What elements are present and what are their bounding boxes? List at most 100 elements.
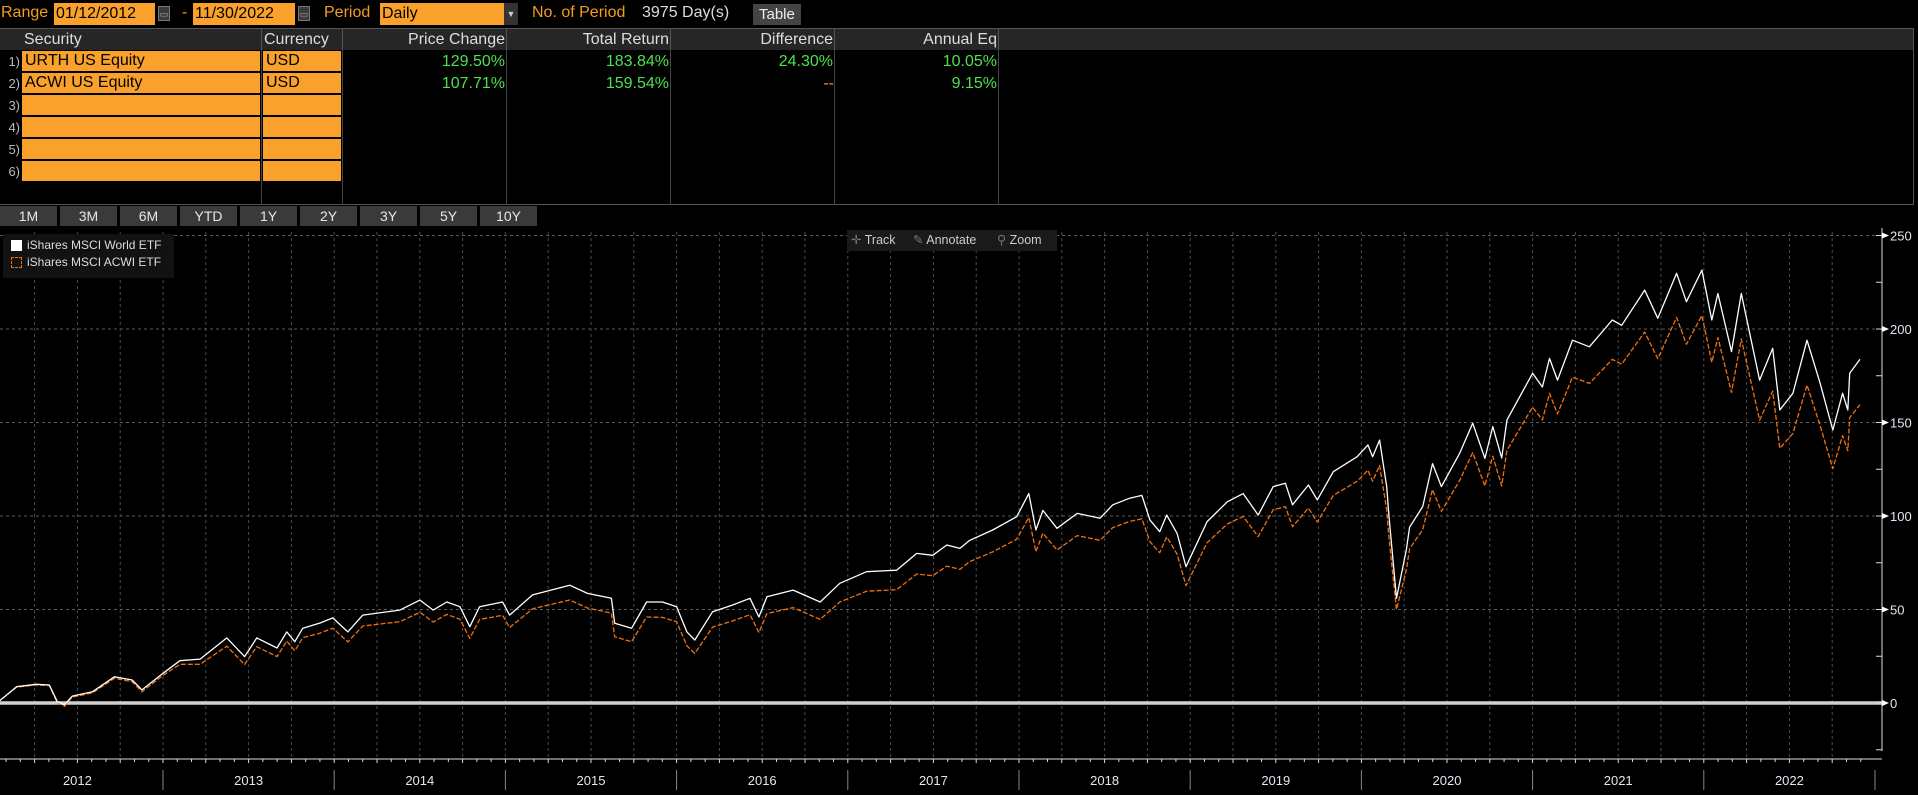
row-number: 6) (8, 164, 20, 179)
crosshair-icon: ✛ (851, 233, 865, 247)
price-change-cell: 129.50% (441, 53, 505, 70)
security-cell[interactable]: ACWI US Equity (22, 73, 260, 93)
x-tick-label: 2022 (1775, 773, 1804, 788)
period-dropdown[interactable]: Daily (380, 3, 504, 25)
table-header (0, 29, 1913, 50)
y-tick-arrow-icon (1882, 326, 1889, 332)
calendar-icon[interactable]: ▭ (158, 6, 170, 21)
period-button-10y[interactable]: 10Y (480, 206, 537, 226)
x-tick-label: 2013 (234, 773, 263, 788)
row-number: 2) (8, 76, 20, 91)
y-tick-label: 250 (1890, 229, 1912, 244)
annotate-button[interactable]: ✎ Annotate (913, 230, 976, 251)
total-return-cell: 159.54% (605, 75, 669, 92)
column-divider (506, 50, 507, 205)
y-tick-label: 150 (1890, 416, 1912, 431)
series-line-acwi-etf[interactable] (0, 314, 1861, 708)
track-button[interactable]: ✛ Track (851, 230, 896, 251)
column-divider (998, 50, 999, 205)
x-tick-label: 2012 (63, 773, 92, 788)
x-tick-label: 2015 (577, 773, 606, 788)
legend-item-world[interactable]: iShares MSCI World ETF (27, 238, 162, 252)
x-tick-label: 2016 (748, 773, 777, 788)
annotate-label: Annotate (926, 233, 977, 247)
table-button[interactable]: Table (753, 4, 801, 25)
period-label: Period (324, 4, 371, 21)
chart-legend: iShares MSCI World ETF iShares MSCI ACWI… (3, 234, 174, 278)
y-tick-arrow-icon (1882, 606, 1889, 613)
currency-cell[interactable]: USD (263, 51, 341, 71)
end-date-input[interactable]: 11/30/2022 (193, 3, 295, 25)
column-divider (342, 50, 343, 205)
y-tick-arrow-icon (1882, 513, 1889, 519)
num-period-label: No. of Period (532, 4, 626, 21)
security-cell[interactable]: URTH US Equity (22, 51, 260, 71)
header-security: Security (22, 29, 262, 50)
annual-eq-cell: 10.05% (942, 53, 997, 70)
period-button-5y[interactable]: 5Y (420, 206, 477, 226)
currency-cell[interactable] (263, 95, 341, 115)
period-button-1y[interactable]: 1Y (240, 206, 297, 226)
magnifier-icon: ⚲ (997, 233, 1010, 247)
period-button-6m[interactable]: 6M (120, 206, 177, 226)
header-total-return[interactable]: Total Return (507, 29, 671, 50)
start-date-input[interactable]: 01/12/2012 (54, 3, 155, 25)
column-divider (261, 50, 262, 205)
period-button-3m[interactable]: 3M (60, 206, 117, 226)
num-period-value: 3975 Day(s) (642, 4, 730, 21)
header-currency: Currency (262, 29, 343, 50)
difference-cell: -- (823, 75, 834, 92)
column-divider (670, 50, 671, 205)
currency-cell[interactable] (263, 139, 341, 159)
currency-cell[interactable] (263, 117, 341, 137)
period-button-2y[interactable]: 2Y (300, 206, 357, 226)
range-label: Range (1, 4, 49, 21)
security-cell[interactable] (22, 117, 260, 137)
price-change-cell: 107.71% (441, 75, 505, 92)
y-tick-arrow-icon (1882, 419, 1889, 426)
row-number: 1) (8, 54, 20, 69)
currency-cell[interactable] (263, 161, 341, 181)
x-tick-label: 2018 (1090, 773, 1119, 788)
column-divider (834, 50, 835, 205)
y-tick-arrow-icon (1882, 232, 1889, 239)
x-tick-label: 2020 (1433, 773, 1462, 788)
period-button-3y[interactable]: 3Y (360, 206, 417, 226)
header-price-change[interactable]: Price Change (343, 29, 507, 50)
y-tick-label: 50 (1890, 603, 1904, 618)
series-line-world-etf[interactable] (0, 269, 1861, 706)
chevron-down-icon[interactable]: ▼ (504, 3, 518, 25)
row-number: 5) (8, 142, 20, 157)
period-button-ytd[interactable]: YTD (180, 206, 237, 226)
annual-eq-cell: 9.15% (951, 75, 997, 92)
security-cell[interactable] (22, 161, 260, 181)
currency-cell[interactable]: USD (263, 73, 341, 93)
legend-swatch-solid (11, 240, 22, 251)
x-tick-label: 2017 (919, 773, 948, 788)
track-label: Track (864, 233, 896, 247)
period-button-1m[interactable]: 1M (0, 206, 57, 226)
legend-swatch-dashed (11, 257, 22, 268)
security-cell[interactable] (22, 139, 260, 159)
zoom-button[interactable]: ⚲ Zoom (997, 230, 1042, 251)
y-tick-label: 200 (1890, 322, 1912, 337)
total-return-cell: 183.84% (605, 53, 669, 70)
securities-table: Security Currency Price Change Total Ret… (0, 28, 1914, 205)
y-tick-label: 100 (1890, 509, 1912, 524)
x-tick-label: 2021 (1604, 773, 1633, 788)
range-dash: - (182, 4, 188, 21)
row-number: 3) (8, 98, 20, 113)
zoom-label: Zoom (1009, 233, 1042, 247)
chart-toolbar: ✛ Track ✎ Annotate ⚲ Zoom (847, 230, 1057, 251)
security-cell[interactable] (22, 95, 260, 115)
y-tick-label: 0 (1890, 696, 1897, 711)
row-number: 4) (8, 120, 20, 135)
difference-cell: 24.30% (778, 53, 833, 70)
header-difference[interactable]: Difference (671, 29, 835, 50)
x-tick-label: 2014 (405, 773, 434, 788)
header-annual-eq[interactable]: Annual Eq (835, 29, 999, 50)
calendar-icon[interactable]: ▭ (298, 6, 310, 21)
legend-item-acwi[interactable]: iShares MSCI ACWI ETF (27, 255, 162, 269)
x-tick-label: 2019 (1261, 773, 1290, 788)
